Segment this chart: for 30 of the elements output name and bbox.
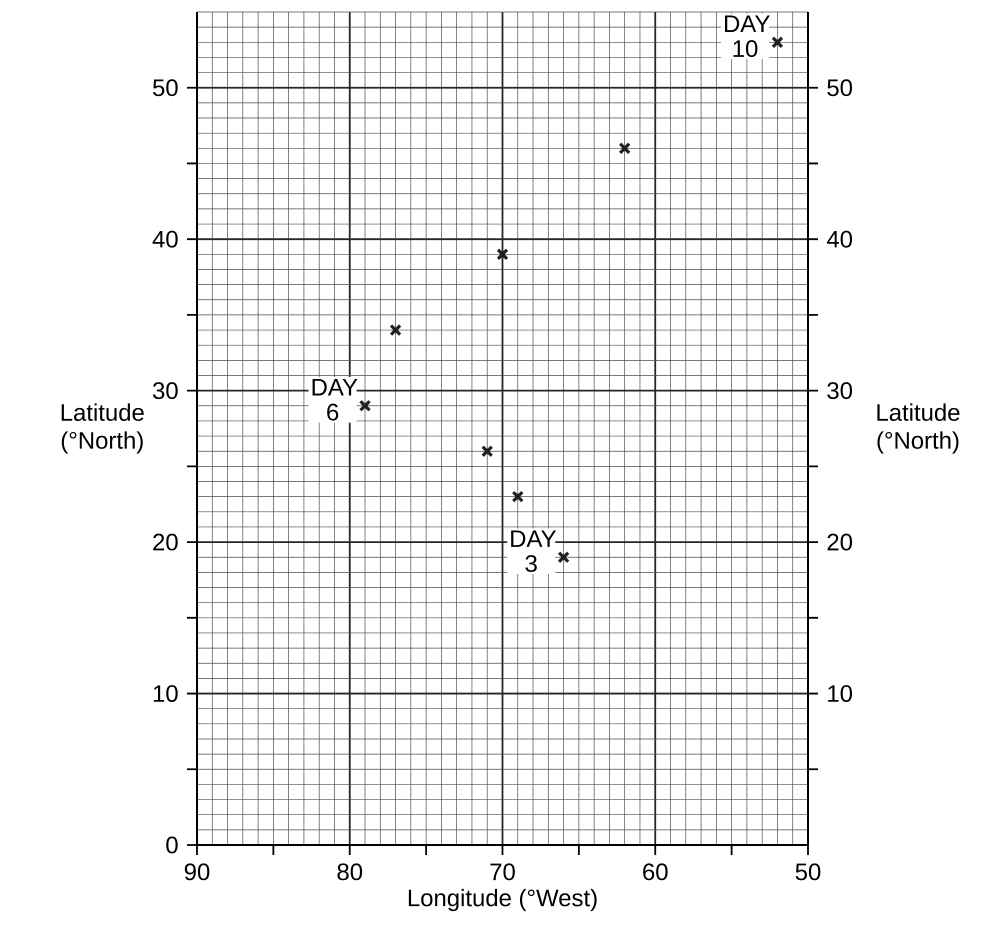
y2-tick-label: 30: [827, 382, 852, 400]
x-tick-label: 70: [490, 863, 515, 880]
x-tick-label: 50: [796, 863, 820, 880]
y2-tick-label: 40: [826, 230, 852, 248]
y-tick-label: 10: [154, 685, 178, 702]
y-tick-label: 40: [152, 230, 178, 248]
point: [389, 324, 402, 336]
annotation: DAY 10: [725, 16, 770, 58]
y2-tick-label: 20: [828, 534, 852, 551]
x-tick-label: 60: [643, 863, 668, 880]
point: [618, 142, 631, 154]
point: [557, 551, 570, 564]
x-tick-label: 80: [337, 863, 362, 880]
y2-axis-title: Latitude (°North): [877, 403, 960, 454]
point: [358, 400, 372, 412]
y-tick-label: 20: [153, 534, 178, 551]
point: [481, 445, 494, 458]
y2-tick-label: 10: [828, 685, 852, 702]
y-tick-label: 0: [166, 836, 178, 854]
x-tick-label: 90: [184, 863, 210, 880]
annotation: DAY 3: [511, 530, 556, 572]
y2-tick-label: 50: [827, 79, 852, 96]
point: [512, 490, 524, 503]
y-axis-title: Latitude (°North): [62, 403, 144, 454]
point: [771, 36, 784, 48]
point: [496, 248, 509, 260]
annotation: DAY 6: [312, 379, 358, 421]
y-tick-label: 50: [152, 79, 178, 96]
x-axis-title: Longitude (°West): [408, 888, 597, 912]
y-tick-label: 30: [152, 382, 178, 400]
